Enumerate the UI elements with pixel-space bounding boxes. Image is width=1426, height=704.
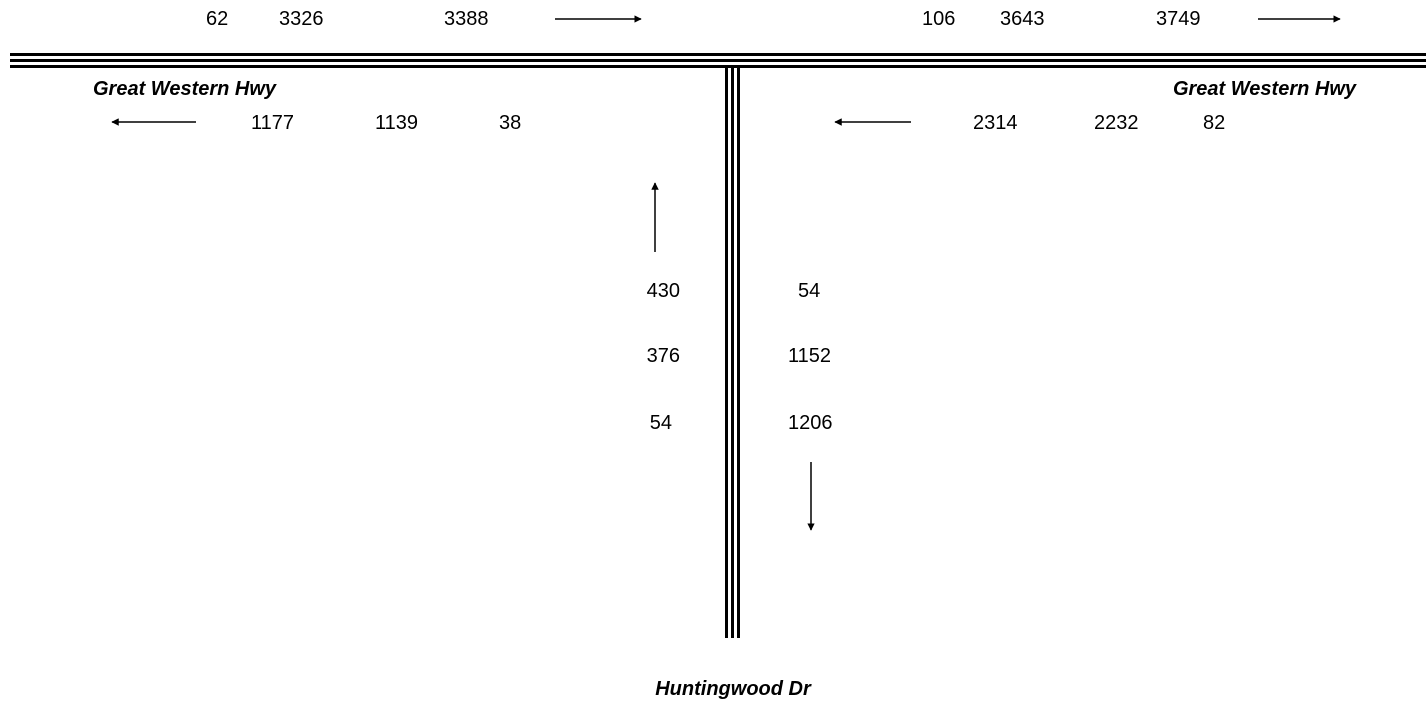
road-label-west: Great Western Hwy [93,78,277,100]
count-west-right-3: 82 [1203,112,1225,134]
count-south-south-2: 1152 [788,345,831,367]
count-south-north-3: 54 [650,412,672,434]
count-top-west-1: 62 [206,8,228,30]
count-top-east-2: 3643 [1000,8,1045,30]
count-top-west-3: 3388 [444,8,489,30]
road-label-east: Great Western Hwy [1173,78,1357,100]
count-top-east-1: 106 [922,8,955,30]
count-west-right-2: 2232 [1094,112,1139,134]
count-top-east-3: 3749 [1156,8,1201,30]
count-south-south-3: 1206 [788,412,833,434]
count-south-south-1: 54 [798,280,820,302]
count-south-north-2: 376 [647,345,680,367]
great-western-hwy-road [10,53,1426,68]
count-west-right-1: 2314 [973,112,1018,134]
count-west-left-2: 1139 [375,112,418,134]
count-west-left-3: 38 [499,112,521,134]
count-south-north-1: 430 [647,280,680,302]
count-top-west-2: 3326 [279,8,324,30]
road-label-south: Huntingwood Dr [655,678,812,700]
huntingwood-dr-road [725,68,740,638]
count-west-left-1: 1177 [251,112,294,134]
